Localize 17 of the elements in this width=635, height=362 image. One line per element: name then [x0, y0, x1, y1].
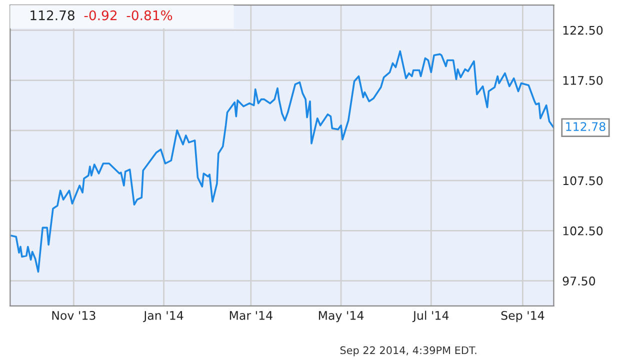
y-tick-label: 122.50 — [563, 26, 603, 35]
annotation: -0.81% — [126, 10, 172, 20]
x-tick-label: Sep '14 — [501, 310, 544, 322]
x-tick-label: May '14 — [318, 311, 364, 322]
y-tick-label: 97.50 — [562, 276, 596, 286]
line-series — [10, 50, 554, 273]
x-tick-label: Jul '14 — [412, 310, 449, 322]
x-tick-label: Nov '13 — [52, 310, 96, 320]
annotation: -0.92 — [84, 10, 117, 20]
text: Sep 22 2014, 4:39PM EDT. — [340, 346, 476, 356]
x-tick-label: Jan '14 — [143, 311, 184, 322]
annotation: 112.78 — [30, 10, 74, 20]
y-tick-label: 107.50 — [563, 176, 603, 186]
y-tick-label: 117.50 — [563, 76, 603, 85]
annotation: 112.78 — [566, 122, 606, 132]
y-tick-label: 102.50 — [563, 226, 603, 236]
x-tick-label: Mar '14 — [230, 311, 272, 320]
